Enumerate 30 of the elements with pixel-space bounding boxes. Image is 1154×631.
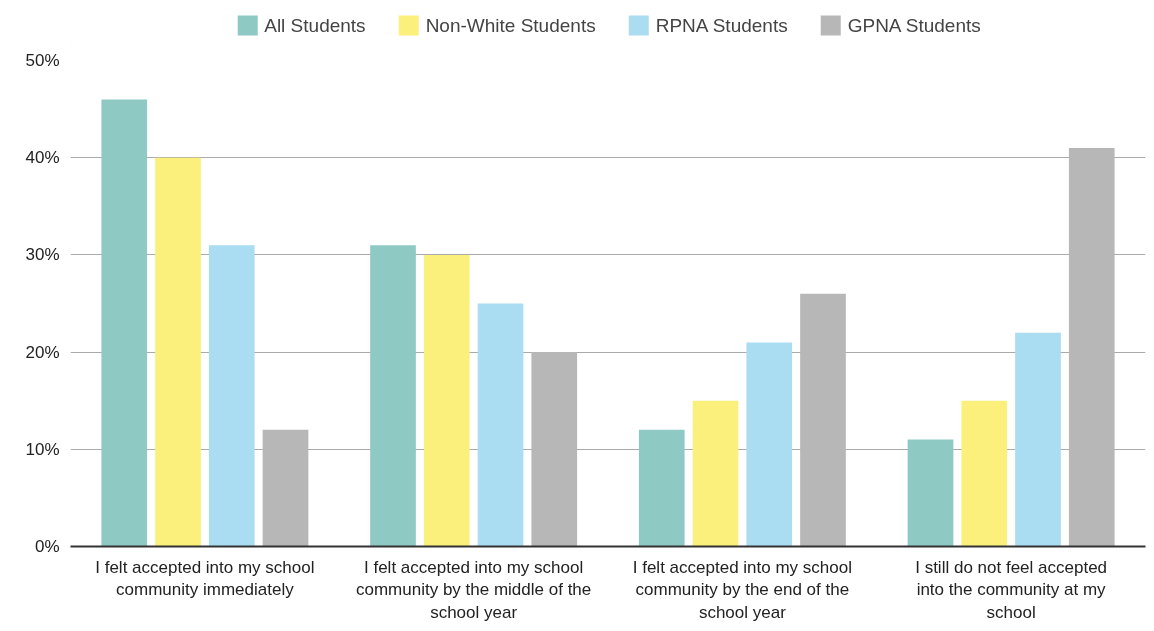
- bar: [101, 99, 148, 547]
- x-tick-label: I still do not feel accepted into the community at my school: [915, 557, 1108, 623]
- bar: [746, 342, 793, 547]
- bar: [638, 429, 685, 547]
- bar: [1015, 332, 1061, 547]
- y-tick-label: 0%: [34, 537, 60, 556]
- bar: [800, 293, 846, 547]
- x-tick-label: I felt accepted into my school community by the middle of the school year: [355, 557, 592, 623]
- legend-label: Non-White Students: [425, 14, 596, 36]
- bar: [370, 245, 416, 547]
- bar: [692, 400, 739, 547]
- bar: [961, 400, 1008, 547]
- legend-label: GPNA Students: [847, 14, 981, 36]
- y-tick-label: 40%: [25, 148, 60, 168]
- bar: [531, 352, 578, 547]
- y-tick-label: 20%: [25, 342, 60, 362]
- y-tick-label: 10%: [25, 439, 60, 459]
- bar: [262, 429, 309, 547]
- bar: [1068, 147, 1115, 547]
- bar: [208, 245, 255, 547]
- bar: [155, 157, 201, 547]
- legend-label: RPNA Students: [655, 14, 788, 36]
- x-tick-label: I felt accepted into my school community by the end of the school year: [632, 557, 852, 623]
- bar: [907, 439, 954, 547]
- x-tick-label: I felt accepted into my school community immediately: [95, 557, 315, 600]
- bar: [423, 254, 470, 547]
- y-tick-label: 50%: [25, 51, 60, 70]
- y-tick-label: 30%: [25, 245, 60, 265]
- bar: [477, 303, 524, 547]
- legend-label: All Students: [264, 14, 366, 36]
